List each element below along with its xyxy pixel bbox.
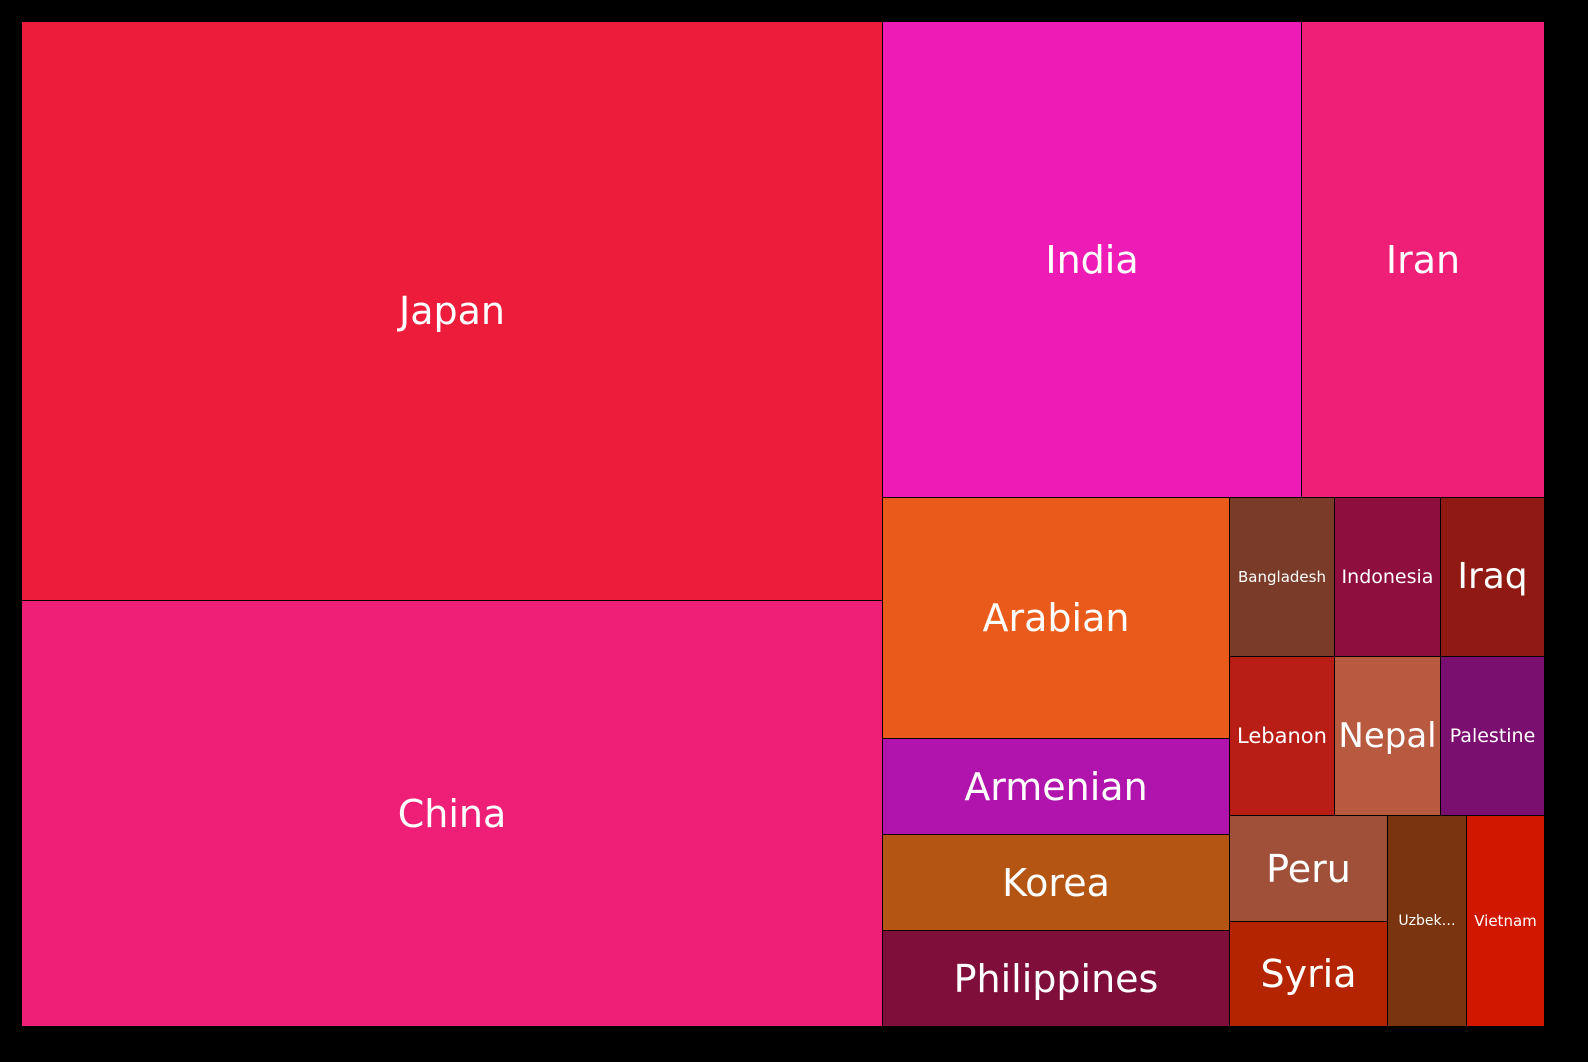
treemap-tile-bangladesh[interactable]: Bangladesh bbox=[1229, 497, 1335, 657]
treemap-tile-korea[interactable]: Korea bbox=[882, 834, 1230, 931]
treemap-tile-label: Japan bbox=[399, 289, 505, 333]
treemap-tile-japan[interactable]: Japan bbox=[21, 21, 883, 601]
treemap-tile-label: China bbox=[397, 791, 507, 836]
treemap-tile-indonesia[interactable]: Indonesia bbox=[1334, 497, 1441, 657]
treemap-tile-label: Philippines bbox=[953, 956, 1159, 1001]
treemap-tile-lebanon[interactable]: Lebanon bbox=[1229, 656, 1335, 816]
treemap-tile-uzbek[interactable]: Uzbek… bbox=[1387, 815, 1467, 1027]
treemap-tile-label: Indonesia bbox=[1341, 565, 1434, 588]
treemap-tile-label: Korea bbox=[1002, 860, 1110, 905]
treemap-tile-palestine[interactable]: Palestine bbox=[1440, 656, 1545, 816]
treemap-tile-label: Syria bbox=[1260, 952, 1357, 996]
treemap-tile-label: Arabian bbox=[982, 596, 1130, 640]
treemap-tile-label: Palestine bbox=[1449, 724, 1536, 747]
treemap-tile-iran[interactable]: Iran bbox=[1301, 21, 1545, 498]
treemap-tile-label: Lebanon bbox=[1237, 723, 1327, 748]
treemap-tile-philippines[interactable]: Philippines bbox=[882, 930, 1230, 1027]
treemap-tile-armenian[interactable]: Armenian bbox=[882, 738, 1230, 835]
treemap-tile-nepal[interactable]: Nepal bbox=[1334, 656, 1441, 816]
treemap-tile-label: Peru bbox=[1266, 846, 1351, 891]
treemap-tile-label: Iraq bbox=[1457, 556, 1528, 597]
treemap-tile-label: Nepal bbox=[1338, 716, 1437, 756]
treemap-tile-syria[interactable]: Syria bbox=[1229, 921, 1388, 1027]
treemap-tile-india[interactable]: India bbox=[882, 21, 1302, 498]
treemap-tile-arabian[interactable]: Arabian bbox=[882, 497, 1230, 739]
treemap-tile-label: Bangladesh bbox=[1238, 567, 1326, 586]
treemap-tile-label: Uzbek… bbox=[1398, 913, 1456, 929]
treemap-tile-label: Armenian bbox=[964, 764, 1148, 809]
treemap-tile-iraq[interactable]: Iraq bbox=[1440, 497, 1545, 657]
treemap-tile-label: Iran bbox=[1385, 237, 1461, 282]
treemap-tile-label: Vietnam bbox=[1474, 911, 1537, 930]
treemap-tile-china[interactable]: China bbox=[21, 600, 883, 1027]
treemap-tile-peru[interactable]: Peru bbox=[1229, 815, 1388, 922]
treemap-tile-vietnam[interactable]: Vietnam bbox=[1466, 815, 1545, 1027]
treemap-tile-label: India bbox=[1045, 237, 1139, 282]
